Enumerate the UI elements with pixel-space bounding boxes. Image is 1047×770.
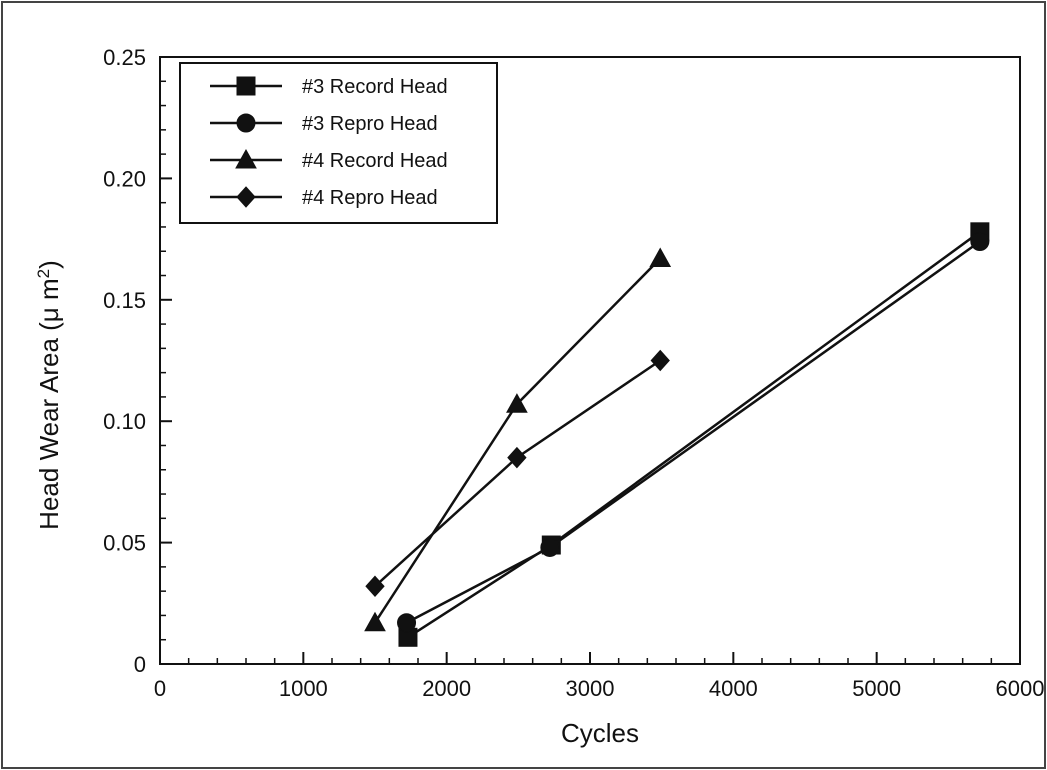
- legend-label: #3 Record Head: [302, 76, 448, 98]
- x-axis-title: Cycles: [561, 718, 639, 748]
- data-point: [507, 446, 527, 469]
- legend-marker: [236, 186, 256, 208]
- y-axis-ticks: 0 0.05 0.10 0.15 0.20 0.25: [103, 45, 172, 677]
- data-point: [649, 247, 672, 268]
- x-tick-label: 5000: [852, 676, 901, 701]
- series-layer: [364, 222, 990, 647]
- data-point: [397, 613, 417, 633]
- series-line: [374, 359, 661, 588]
- y-tick-label: 0.20: [103, 166, 146, 191]
- data-point: [970, 232, 990, 252]
- x-tick-label: 6000: [996, 676, 1045, 701]
- data-point: [365, 575, 385, 598]
- x-axis-ticks: 0 1000 2000 3000 4000 5000 6000: [154, 652, 1045, 701]
- series-diamond: [365, 349, 670, 598]
- series-square: [398, 222, 990, 647]
- y-tick-label: 0: [134, 652, 146, 677]
- y-axis-title: Head Wear Area (μ m2): [34, 260, 65, 530]
- legend: #3 Record Head #3 Repro Head #4 Record Hea…: [179, 62, 498, 224]
- series-line: [405, 240, 981, 624]
- legend-label: #4 Record Head: [302, 150, 448, 172]
- x-tick-label: 4000: [709, 676, 758, 701]
- series-circle: [397, 232, 990, 633]
- data-point: [540, 537, 560, 557]
- data-point: [364, 611, 386, 632]
- legend-label: #4 Repro Head: [302, 187, 438, 209]
- series-triangle: [364, 247, 672, 632]
- x-tick-label: 3000: [566, 676, 615, 701]
- x-tick-label: 2000: [422, 676, 471, 701]
- x-tick-label: 1000: [279, 676, 328, 701]
- y-tick-label: 0.15: [103, 288, 146, 313]
- y-tick-label: 0.25: [103, 45, 146, 70]
- legend-marker: [236, 113, 256, 133]
- legend-marker: [235, 148, 257, 169]
- x-tick-label: 0: [154, 676, 166, 701]
- legend-marker: [236, 76, 256, 96]
- data-point: [650, 349, 670, 372]
- y-tick-label: 0.05: [103, 531, 146, 556]
- legend-label: #3 Repro Head: [302, 113, 438, 135]
- y-tick-label: 0.10: [103, 409, 146, 434]
- data-point: [506, 393, 528, 413]
